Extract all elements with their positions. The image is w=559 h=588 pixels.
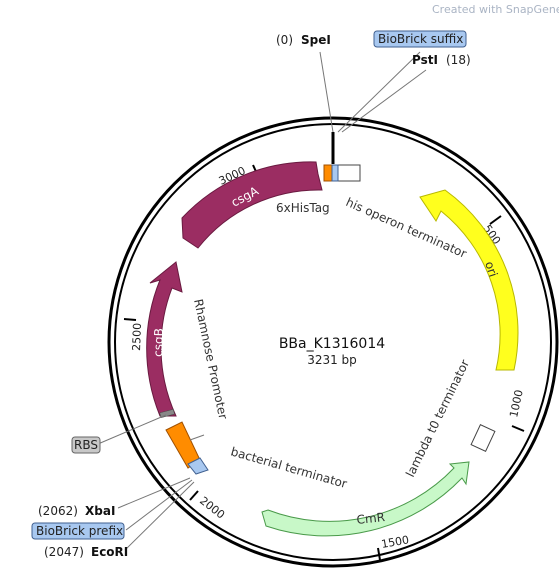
ori-label: ori [482,260,500,279]
feature-biobrick-suffix-box[interactable] [331,164,339,182]
lambda-t0-terminator-label: lambda t0 terminator [403,357,472,479]
snapgene-watermark: Created with SnapGene® [432,3,559,16]
rbs-label-bg [71,436,101,454]
xbai-position: (2062) [38,504,78,518]
spei-label[interactable]: SpeI [301,33,331,47]
tick-label-2000: 2000 [197,494,227,521]
ecori-label[interactable]: EcoRI [91,545,128,559]
tick-label-2500: 2500 [130,323,144,351]
bacterial-terminator-label: bacterial terminator [229,444,348,491]
xbai-label[interactable]: XbaI [85,504,115,518]
csgB-label: csgB [151,328,166,357]
tick-marks [123,164,525,561]
psti-position: (18) [446,53,471,67]
callout-lines [97,51,427,551]
feature-ori-arrow[interactable] [419,189,519,371]
biobrick-suffix-label[interactable]: BioBrick suffix [378,32,463,46]
feature-lambda-t0-terminator-box[interactable] [470,423,496,453]
backbone-inner [114,123,552,561]
CmR-label: CmR [356,510,386,527]
rbs-label[interactable]: RBS [74,438,98,452]
feature-biobrick-prefix-box[interactable] [187,457,209,475]
plasmid-size: 3231 bp [307,353,357,367]
feature-csgB-arrow[interactable] [146,261,183,417]
biobrick-suffix-label-bg [373,30,467,48]
biobrick-prefix-label-bg [31,522,125,540]
rhamnose-promoter-label: Rhamnose Promoter [191,298,230,421]
6xhistag-label: 6xHisTag [276,201,330,215]
plasmid-name: BBa_K1316014 [279,336,385,352]
feature-6xhistag-box[interactable] [323,164,333,182]
spei-position: (0) [276,33,293,47]
feature-csgA-arrow[interactable] [181,161,323,249]
ecori-position: (2047) [44,545,84,559]
tick-label-1000: 1000 [507,389,526,419]
tick-label-1500: 1500 [380,533,410,551]
psti-label[interactable]: PstI [412,53,438,67]
feature-his-operon-terminator-box[interactable] [337,164,361,182]
backbone-outer [107,116,559,568]
biobrick-prefix-label[interactable]: BioBrick prefix [36,524,123,538]
feature-CmR-arrow[interactable] [261,461,470,537]
